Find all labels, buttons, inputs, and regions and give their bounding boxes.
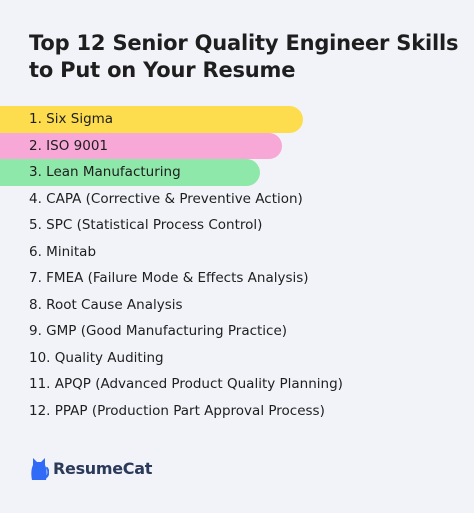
brand-logo: ResumeCat bbox=[29, 455, 152, 481]
list-item: 4. CAPA (Corrective & Preventive Action) bbox=[29, 190, 303, 207]
brand-name: ResumeCat bbox=[53, 458, 153, 478]
list-item: 8. Root Cause Analysis bbox=[29, 296, 183, 313]
list-item: 3. Lean Manufacturing bbox=[0, 159, 260, 186]
cat-logo-icon bbox=[31, 457, 49, 480]
page-title: Top 12 Senior Quality Engineer Skills to… bbox=[29, 31, 459, 82]
list-item: 1. Six Sigma bbox=[0, 106, 303, 133]
list-item: 12. PPAP (Production Part Approval Proce… bbox=[29, 402, 325, 419]
list-item: 2. ISO 9001 bbox=[0, 132, 282, 159]
list-item: 10. Quality Auditing bbox=[29, 349, 164, 366]
skills-list: 1. Six Sigma 2. ISO 9001 3. Lean Manufac… bbox=[0, 106, 474, 424]
list-item: 9. GMP (Good Manufacturing Practice) bbox=[29, 323, 288, 339]
list-item: 5. SPC (Statistical Process Control) bbox=[29, 217, 263, 233]
list-item: 11. APQP (Advanced Product Quality Plann… bbox=[29, 376, 343, 392]
list-item: 7. FMEA (Failure Mode & Effects Analysis… bbox=[29, 270, 309, 286]
list-item: 6. Minitab bbox=[29, 243, 97, 260]
